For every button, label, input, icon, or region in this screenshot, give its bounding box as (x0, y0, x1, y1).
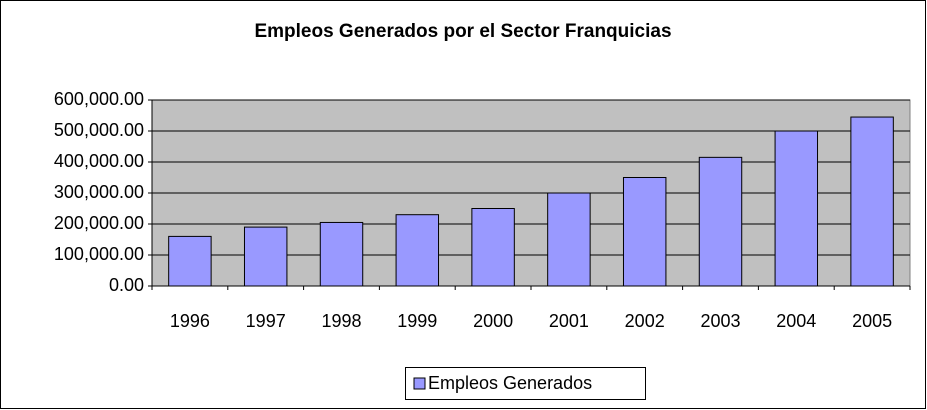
y-tick-label: 200,000.00 (54, 213, 144, 233)
bar (774, 130, 819, 287)
bar (547, 192, 591, 287)
chart-title: Empleos Generados por el Sector Franquic… (254, 21, 671, 42)
y-tick-label: 500,000.00 (54, 120, 144, 140)
y-tick-label: 300,000.00 (54, 182, 144, 202)
bar (319, 221, 364, 287)
x-tick-label: 2002 (625, 311, 665, 331)
legend-box (405, 367, 646, 400)
x-tick-label: 2005 (852, 311, 892, 331)
x-tick-label: 1998 (321, 311, 361, 331)
x-tick-label: 1997 (246, 311, 286, 331)
bar (622, 177, 667, 287)
y-tick-label: 600,000.00 (54, 89, 144, 109)
x-tick-label: 2003 (700, 311, 740, 331)
y-tick-label: 400,000.00 (54, 151, 144, 171)
x-tick-label: 2001 (549, 311, 589, 331)
bar (168, 235, 212, 287)
y-tick-label: 0.00 (109, 275, 144, 295)
legend-swatch (413, 377, 426, 390)
x-tick-label: 1999 (397, 311, 437, 331)
x-tick-label: 2000 (473, 311, 513, 331)
bar (698, 156, 743, 287)
bar (395, 214, 440, 287)
x-tick-label: 2004 (776, 311, 816, 331)
legend-label: Empleos Generados (428, 373, 592, 393)
bar (850, 116, 894, 287)
x-tick-label: 1996 (170, 311, 210, 331)
y-tick-label: 100,000.00 (54, 244, 144, 264)
bar (471, 208, 515, 287)
bar (243, 226, 288, 287)
